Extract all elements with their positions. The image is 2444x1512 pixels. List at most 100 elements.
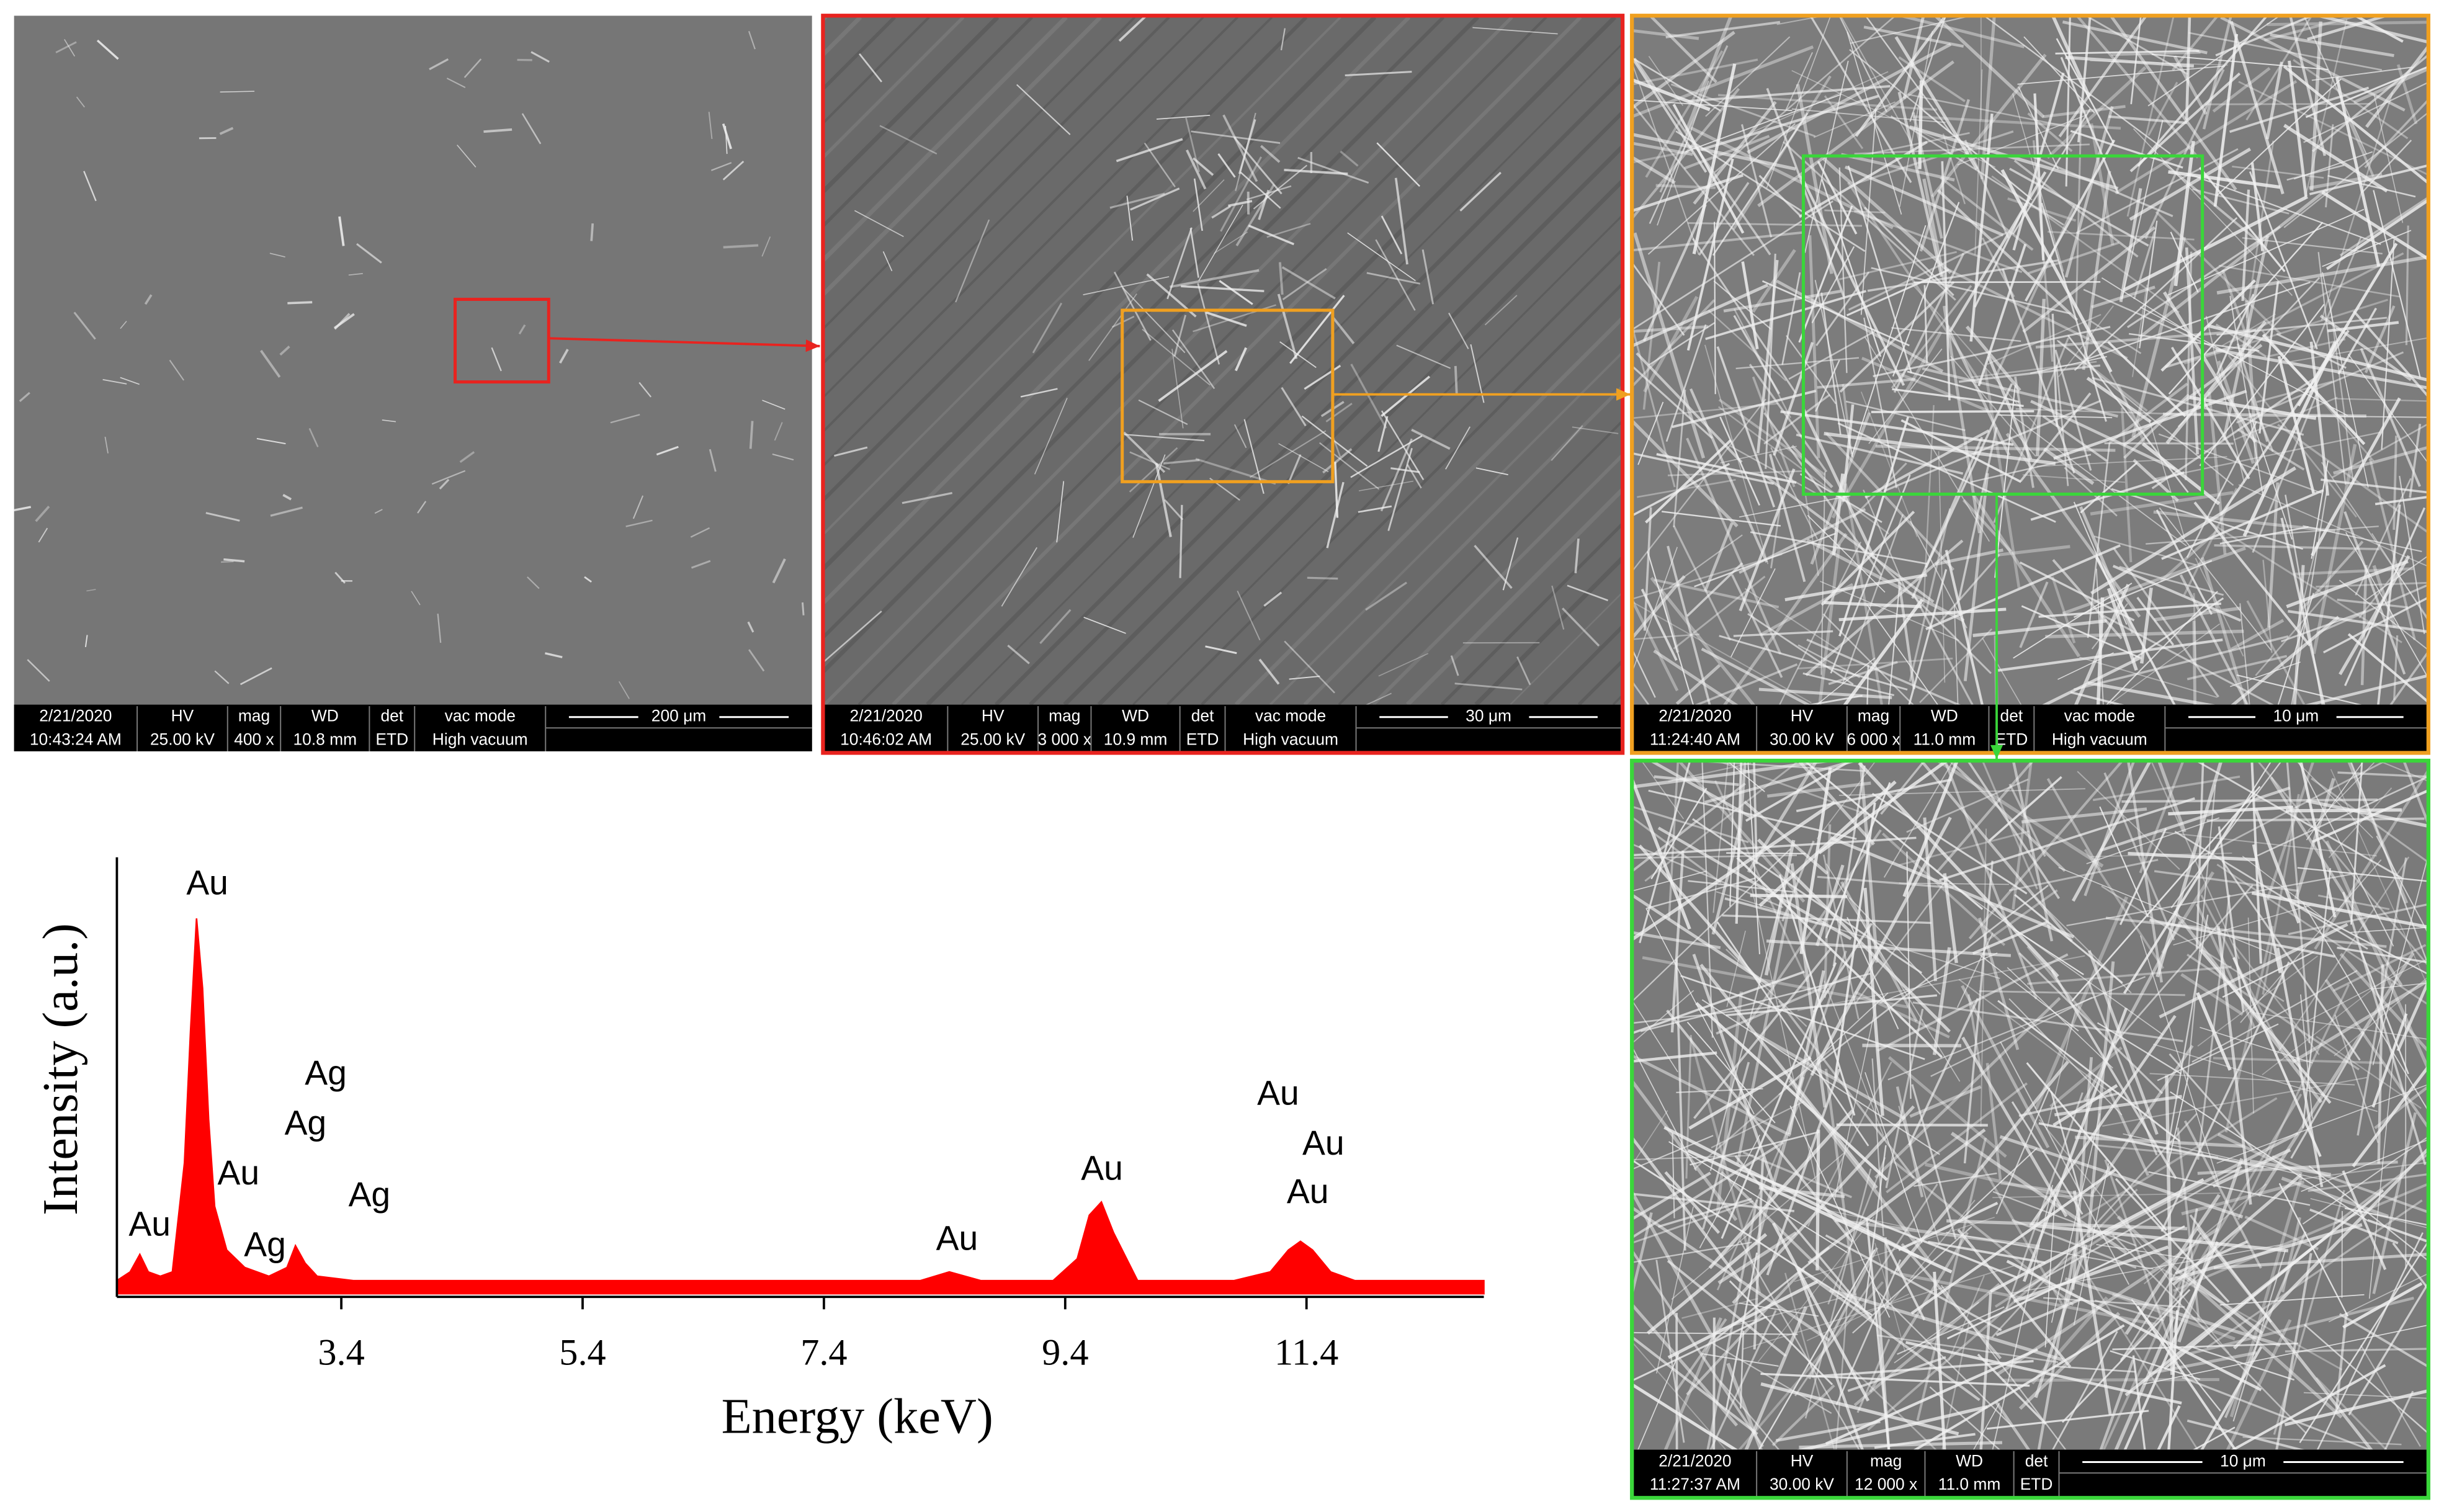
nanowire [1366, 272, 1421, 285]
nanowire [1711, 828, 1742, 935]
nanowire [2154, 870, 2299, 892]
nanowire [1640, 973, 1871, 1032]
nanowire [1993, 337, 2070, 524]
nanowire [1766, 939, 2012, 957]
nanowire [1895, 1060, 2069, 1273]
panel-border [821, 14, 1625, 755]
nanowire [1633, 78, 1711, 112]
x-axis-label: Energy (keV) [722, 1389, 993, 1444]
nanowire [1838, 167, 1848, 374]
nanowire [618, 681, 630, 699]
nanowire [463, 58, 482, 78]
nanowire [2368, 1044, 2396, 1299]
nanowire [1981, 1164, 2065, 1308]
nanowire [2173, 1208, 2198, 1333]
nanowire [2036, 298, 2046, 457]
nanowire [2360, 950, 2409, 1075]
nanowire [38, 527, 48, 543]
nanowire [1390, 467, 1420, 473]
nanowire [1711, 1342, 1832, 1414]
scratch [824, 17, 1102, 297]
nanowire [1753, 1031, 1906, 1121]
nanowire [632, 495, 644, 519]
nanowire [1776, 17, 1820, 25]
nanowire [1738, 1281, 1884, 1450]
nanowire [2127, 762, 2163, 983]
nanowire [1820, 472, 1826, 675]
nanowire [446, 78, 466, 89]
nanowire [1783, 141, 1956, 301]
nanowire [1195, 457, 1276, 485]
nanowire [1854, 143, 2090, 155]
nanowire [1665, 20, 1781, 38]
nanowire [1864, 429, 1990, 499]
nanowire [1322, 448, 1353, 474]
nanowire [2058, 867, 2276, 955]
nanowire [1733, 315, 1780, 395]
nanowire [1445, 426, 1470, 470]
nanowire [1967, 762, 2061, 900]
nanowire [2075, 99, 2083, 308]
nanowire [2318, 17, 2427, 43]
nanowire [1766, 1068, 1841, 1276]
nanowire [2062, 20, 2208, 55]
nanowire [2187, 784, 2216, 1080]
nanowire [747, 621, 754, 633]
nanowire [1723, 290, 1842, 313]
nanowire [1655, 1259, 1685, 1443]
nanowire [1667, 545, 1711, 705]
info-value: 400 x [234, 730, 274, 748]
scale-label: 10 μm [2273, 707, 2319, 725]
nanowire [2270, 776, 2403, 986]
nanowire [1825, 1348, 2038, 1446]
nanowire [1933, 1271, 1946, 1450]
peak-label: Ag [285, 1103, 327, 1142]
nanowire [1633, 57, 1721, 112]
nanowire [2216, 293, 2255, 375]
nanowire [287, 301, 313, 305]
nanowire [2111, 51, 2201, 56]
nanowire [1551, 585, 1565, 630]
nanowire [1818, 544, 1841, 705]
arrow-head [1616, 388, 1631, 401]
nanowire [457, 145, 477, 168]
nanowire [1020, 388, 1058, 398]
nanowire [1852, 132, 1970, 158]
nanowire [1124, 434, 1205, 442]
nanowire [2123, 344, 2263, 447]
nanowire [2147, 81, 2178, 136]
nanowire [1818, 762, 1948, 854]
nanowire [2291, 979, 2427, 1064]
nanowire [2232, 943, 2320, 1055]
nanowire [2123, 808, 2242, 995]
nanowire [1745, 829, 1882, 1027]
nanowire [1912, 112, 1943, 239]
nanowire [1633, 1080, 1738, 1222]
nanowire [902, 492, 952, 504]
nanowire [2285, 1348, 2427, 1353]
nanowire [1735, 357, 1860, 370]
nanowire [2275, 1253, 2312, 1450]
nanowire [1771, 1222, 1870, 1402]
nanowire [2157, 1405, 2181, 1450]
nanowire [144, 294, 153, 305]
nanowire [2281, 610, 2366, 643]
info-value: 10:43:24 AM [30, 730, 122, 748]
nanowire [2183, 298, 2389, 365]
nanowire [374, 509, 383, 514]
nanowire [1118, 17, 1147, 42]
info-label: WD [311, 707, 339, 725]
nanowire [2239, 603, 2250, 705]
nanowire [1730, 574, 1783, 678]
nanowire [1730, 568, 1776, 658]
nanowire [1814, 280, 1853, 458]
nanowire [2241, 189, 2250, 302]
nanowire [2303, 82, 2427, 143]
nanowire [1962, 499, 2012, 553]
nanowire [1923, 817, 1937, 982]
nanowire [2347, 633, 2427, 703]
nanowire [2399, 475, 2425, 634]
info-value: High vacuum [1243, 730, 1338, 748]
nanowire [1943, 873, 1958, 964]
nanowire [1906, 851, 1912, 1099]
